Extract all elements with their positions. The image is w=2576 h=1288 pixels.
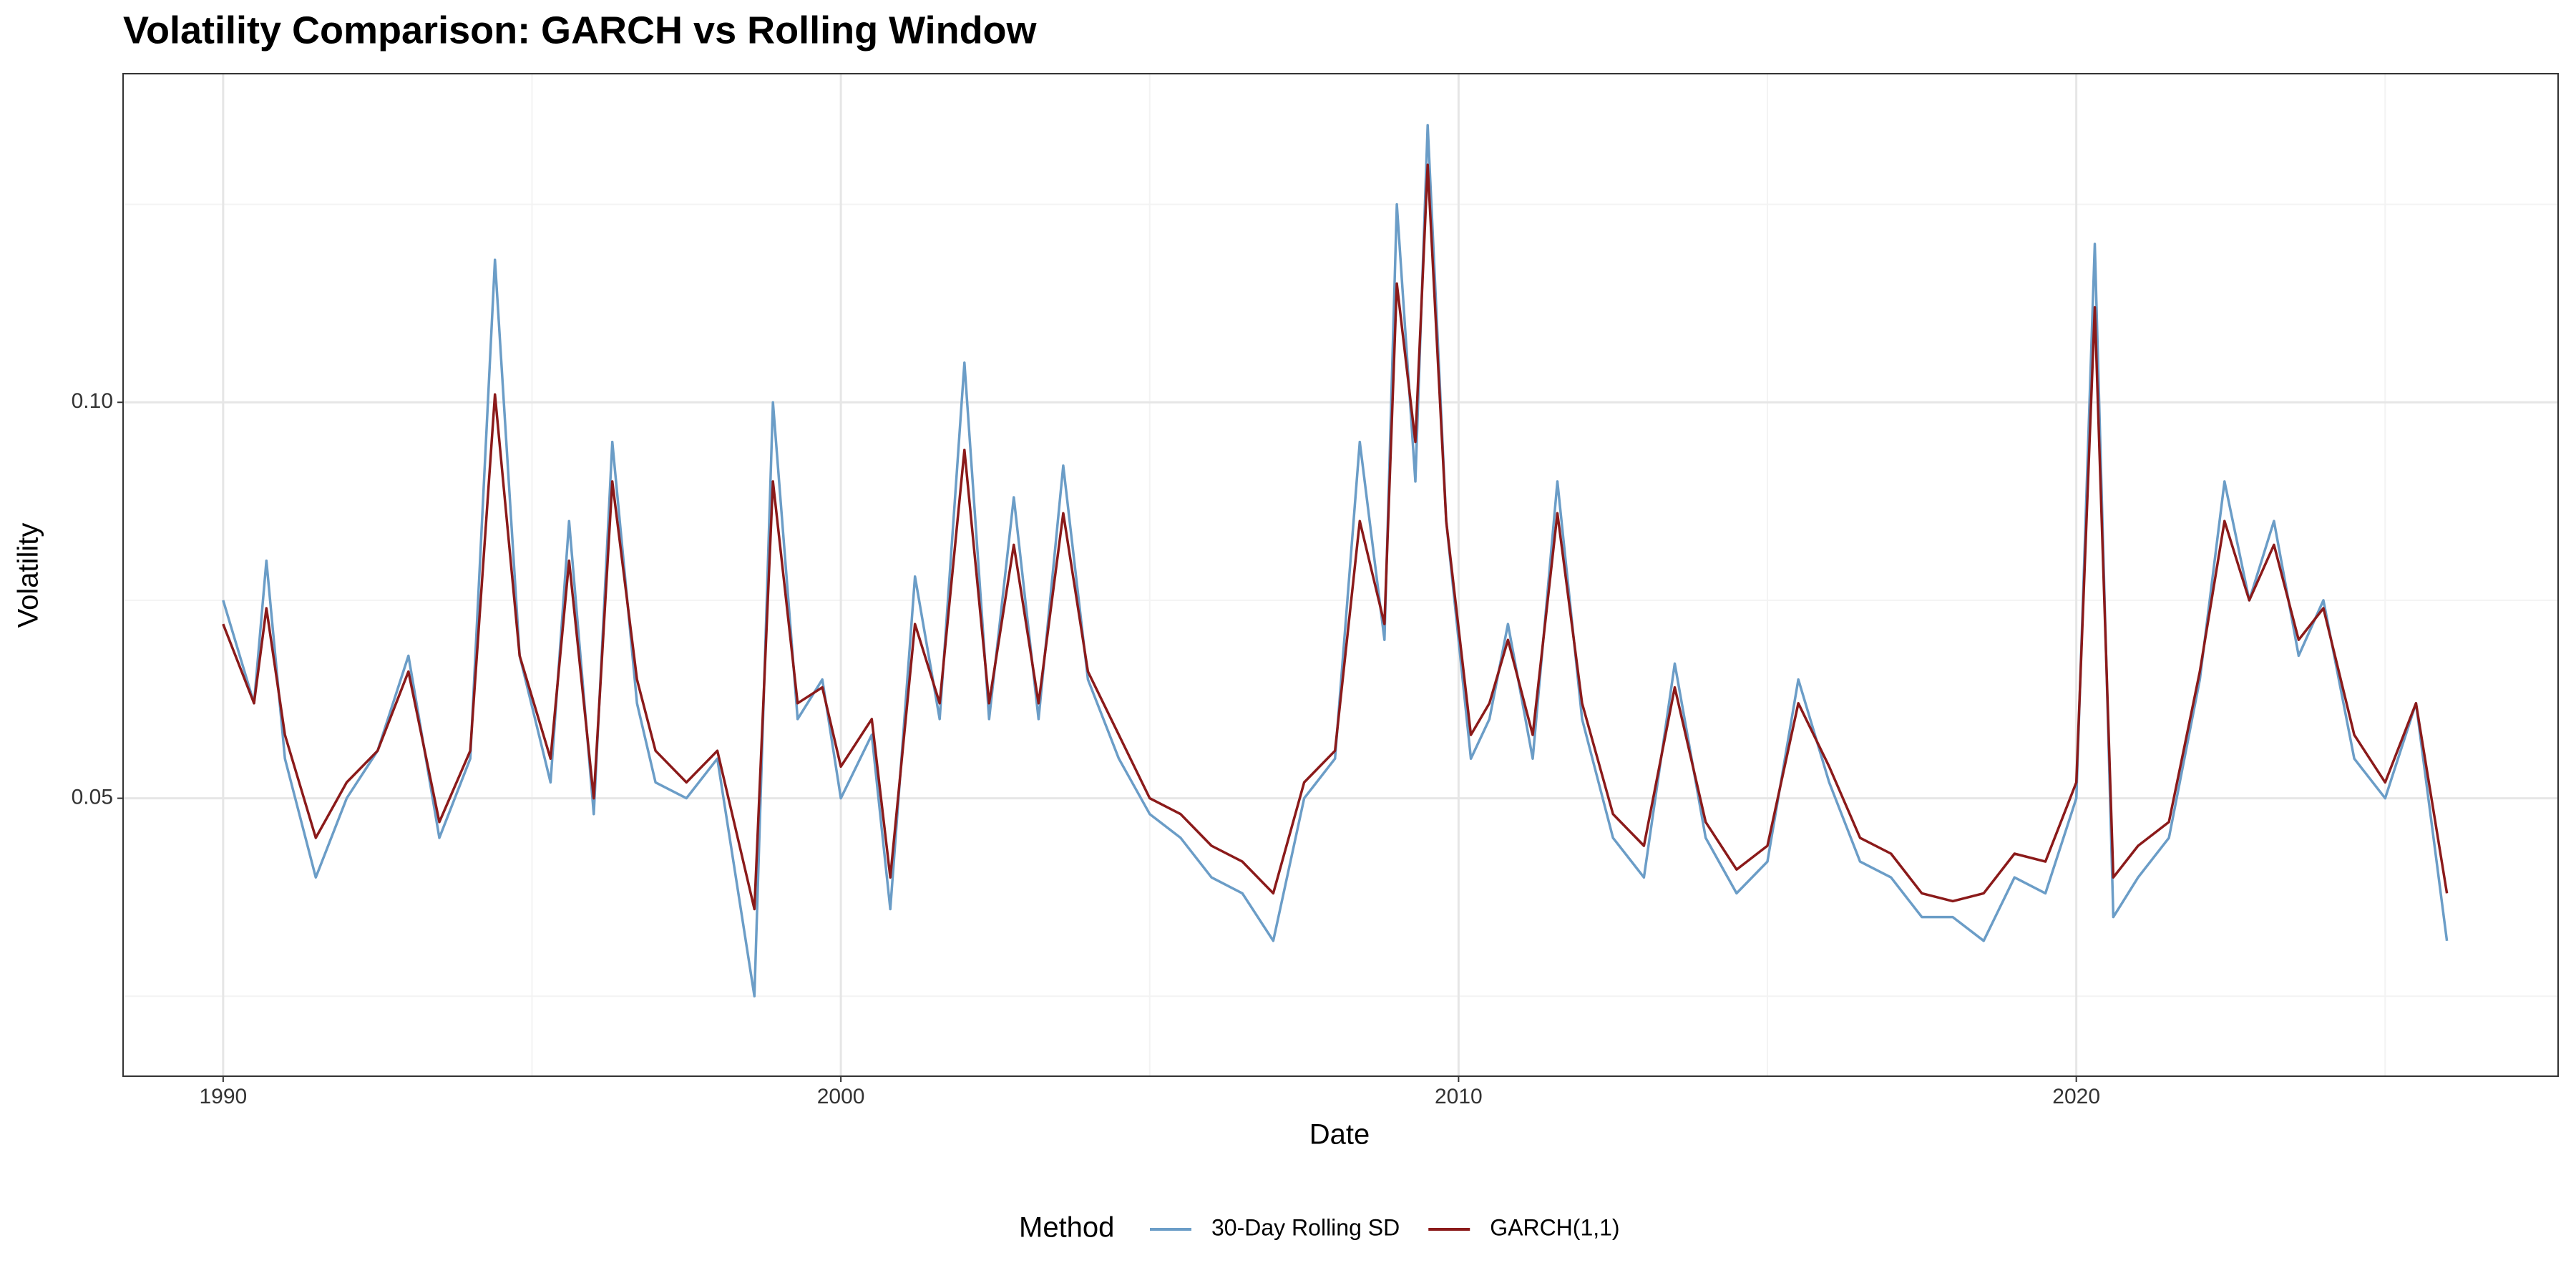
legend-label: 30-Day Rolling SD — [1211, 1214, 1400, 1240]
legend-label: GARCH(1,1) — [1490, 1214, 1619, 1240]
x-axis-title: Date — [1309, 1119, 1370, 1151]
x-tick-label: 2020 — [2052, 1085, 2100, 1108]
panel-border — [122, 73, 2559, 1077]
grid — [123, 74, 2558, 1076]
chart-title: Volatility Comparison: GARCH vs Rolling … — [123, 9, 1038, 52]
series-line — [222, 163, 2449, 911]
legend-title: Method — [1019, 1212, 1114, 1244]
x-tick-label: 2000 — [817, 1085, 865, 1108]
y-tick-label: 0.05 — [72, 785, 113, 809]
y-axis-title: Volatility — [13, 523, 44, 628]
series-line — [222, 124, 2449, 997]
y-tick-label: 0.10 — [72, 389, 113, 413]
x-tick-label: 1990 — [199, 1085, 247, 1108]
plot-lines — [222, 124, 2449, 997]
x-tick-label: 2010 — [1435, 1085, 1483, 1108]
